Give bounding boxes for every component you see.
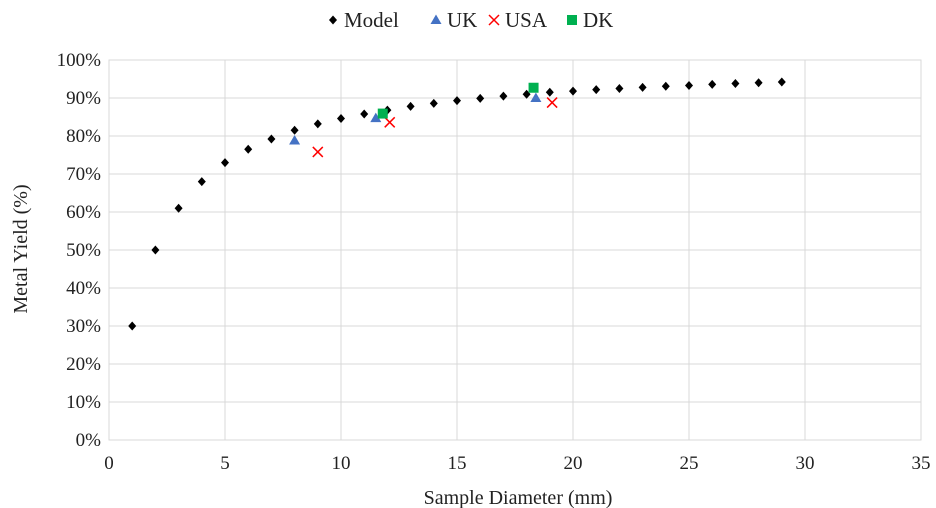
- x-tick-label: 25: [680, 453, 699, 474]
- point-model: [313, 119, 322, 129]
- x-tick-label: 30: [796, 453, 815, 474]
- y-tick-label: 60%: [66, 202, 101, 223]
- point-model: [244, 144, 253, 154]
- legend-label: DK: [583, 8, 613, 32]
- x-tick-label: 10: [332, 453, 351, 474]
- point-model: [221, 158, 229, 168]
- point-model: [174, 203, 183, 213]
- x-tick-label: 0: [104, 453, 114, 474]
- x-tick-label: 5: [220, 453, 230, 474]
- point-model: [267, 134, 276, 144]
- point-usa: [312, 146, 324, 158]
- y-tick-label: 30%: [66, 316, 101, 337]
- point-model: [499, 91, 508, 101]
- point-model: [360, 109, 369, 119]
- legend-item-model: Model: [329, 8, 399, 32]
- point-model: [151, 245, 160, 255]
- legend-marker-model: [329, 15, 337, 25]
- point-usa: [384, 116, 396, 128]
- point-model: [337, 114, 345, 124]
- legend-item-usa: USA: [488, 8, 548, 32]
- point-uk: [530, 92, 542, 102]
- y-tick-label: 100%: [57, 50, 102, 71]
- legend: Model UK USA DK: [329, 8, 613, 32]
- point-model: [545, 87, 554, 97]
- x-tick-label: 20: [564, 453, 583, 474]
- x-tick-label: 35: [912, 453, 931, 474]
- y-tick-label: 50%: [66, 240, 101, 261]
- point-uk: [289, 135, 301, 145]
- gridlines: [108, 59, 922, 441]
- legend-label: Model: [344, 8, 399, 32]
- legend-item-uk: UK: [430, 8, 477, 32]
- point-dk: [528, 82, 539, 93]
- x-axis-title: Sample Diameter (mm): [424, 487, 613, 508]
- point-model: [685, 80, 693, 90]
- y-tick-labels: 0% 10% 20% 30% 40% 50% 60% 70% 80% 90% 100%: [57, 50, 102, 451]
- point-model: [569, 86, 577, 96]
- legend-label: UK: [447, 8, 477, 32]
- point-model: [128, 321, 137, 331]
- y-tick-label: 80%: [66, 126, 101, 147]
- x-tick-labels: 0 5 10 15 20 25 30 35: [104, 453, 930, 474]
- point-uk: [370, 112, 382, 123]
- point-model: [429, 98, 438, 108]
- point-model: [615, 84, 624, 93]
- legend-marker-usa: [488, 14, 500, 26]
- point-model: [592, 85, 601, 95]
- series-usa: [312, 97, 558, 158]
- point-model: [661, 81, 670, 91]
- y-tick-label: 70%: [66, 164, 101, 185]
- point-model: [197, 177, 206, 187]
- point-model: [708, 79, 717, 89]
- point-model: [777, 77, 786, 87]
- y-tick-label: 0%: [76, 430, 102, 451]
- y-tick-label: 10%: [66, 392, 101, 413]
- point-model: [453, 96, 461, 106]
- x-tick-label: 15: [448, 453, 467, 474]
- y-tick-label: 40%: [66, 278, 101, 299]
- legend-marker-dk: [567, 15, 577, 25]
- data-points: [128, 77, 786, 331]
- legend-item-dk: DK: [567, 8, 613, 32]
- series-dk: [377, 82, 539, 119]
- point-model: [731, 79, 740, 89]
- point-model: [290, 125, 299, 135]
- point-dk: [377, 108, 388, 119]
- point-model: [638, 82, 647, 92]
- legend-label: USA: [505, 8, 548, 32]
- plot-area-border: [108, 59, 922, 441]
- y-tick-label: 20%: [66, 354, 101, 375]
- series-uk: [289, 92, 542, 145]
- plot-border: [108, 59, 922, 441]
- point-model: [476, 93, 485, 103]
- legend-marker-uk: [430, 14, 442, 24]
- point-model: [754, 78, 763, 88]
- point-model: [406, 101, 415, 111]
- y-tick-label: 90%: [66, 88, 101, 109]
- y-axis-title: Metal Yield (%): [10, 184, 32, 313]
- point-usa: [546, 97, 558, 109]
